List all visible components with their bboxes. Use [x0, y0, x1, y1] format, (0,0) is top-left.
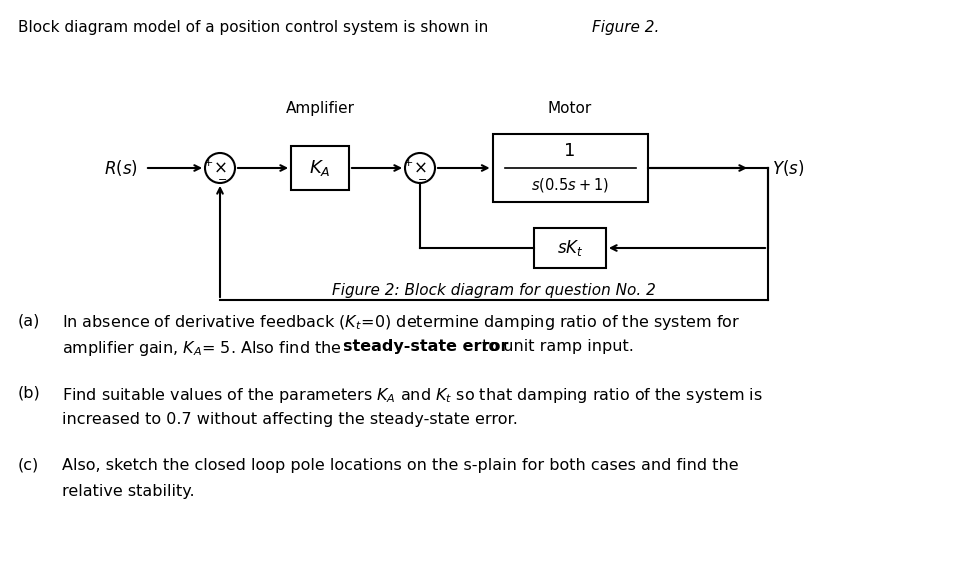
Text: +: +: [203, 158, 213, 168]
Text: −: −: [219, 175, 227, 185]
Text: to unit ramp input.: to unit ramp input.: [477, 339, 634, 354]
Text: In absence of derivative feedback ($K_t\!=\!0$) determine damping ratio of the s: In absence of derivative feedback ($K_t\…: [62, 313, 741, 332]
Text: $Y(s)$: $Y(s)$: [772, 158, 804, 178]
Circle shape: [405, 153, 435, 183]
Bar: [493, 134, 648, 202]
Text: increased to 0.7 without affecting the steady-state error.: increased to 0.7 without affecting the s…: [62, 412, 518, 427]
Text: Block diagram model of a position control system is shown in: Block diagram model of a position contro…: [18, 20, 493, 35]
Text: $K_A$: $K_A$: [309, 158, 331, 178]
Text: $R(s)$: $R(s)$: [105, 158, 138, 178]
Text: (a): (a): [18, 313, 41, 328]
Text: $s(0.5s +1)$: $s(0.5s +1)$: [531, 176, 609, 194]
Text: $sK_t$: $sK_t$: [557, 238, 584, 258]
Bar: [291, 146, 349, 190]
Text: (c): (c): [18, 458, 40, 473]
Text: Motor: Motor: [548, 101, 592, 116]
Text: −: −: [418, 175, 428, 185]
Text: Figure 2: Block diagram for question No. 2: Figure 2: Block diagram for question No.…: [332, 283, 656, 298]
Text: steady-state error: steady-state error: [343, 339, 508, 354]
Text: 1: 1: [564, 142, 576, 160]
Text: Also, sketch the closed loop pole locations on the s-plain for both cases and fi: Also, sketch the closed loop pole locati…: [62, 458, 739, 473]
Text: (b): (b): [18, 386, 41, 401]
Circle shape: [205, 153, 235, 183]
Text: amplifier gain, $K_A$= 5. Also find the: amplifier gain, $K_A$= 5. Also find the: [62, 339, 343, 358]
Text: $\times$: $\times$: [413, 159, 427, 177]
Text: relative stability.: relative stability.: [62, 484, 195, 499]
Text: Figure 2.: Figure 2.: [592, 20, 659, 35]
Bar: [534, 228, 606, 268]
Text: $\times$: $\times$: [213, 159, 227, 177]
Text: +: +: [404, 158, 412, 168]
Text: Find suitable values of the parameters $K_A$ and $K_t$ so that damping ratio of : Find suitable values of the parameters $…: [62, 386, 763, 405]
Text: Amplifier: Amplifier: [286, 101, 354, 116]
